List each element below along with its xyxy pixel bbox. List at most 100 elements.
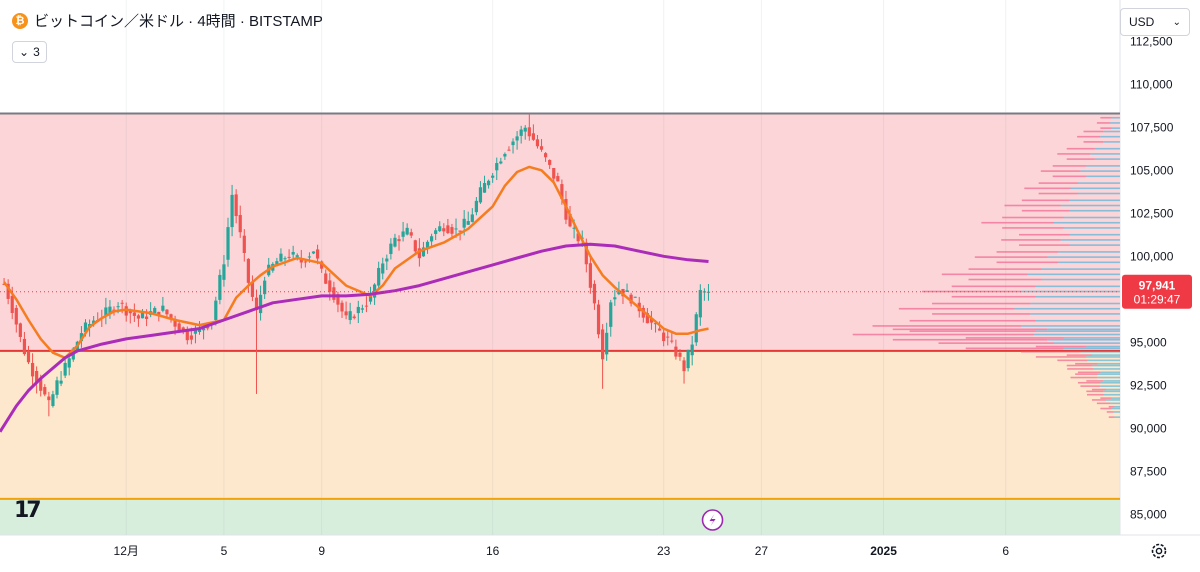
candle-body-80 <box>328 280 332 292</box>
candle-body-29 <box>120 302 124 304</box>
candle-body-105 <box>429 236 434 242</box>
volume-profile-sell-12-0 <box>909 319 1036 322</box>
y-tick-label-9: 107,500 <box>1130 120 1174 134</box>
candle-body-99 <box>405 227 409 235</box>
candle-body-10 <box>43 387 47 395</box>
volume-profile-sell-4-2 <box>1038 192 1078 195</box>
volume-profile-sell-3-1 <box>1040 170 1081 172</box>
candle-body-102 <box>417 248 421 259</box>
volume-profile-buy-2-1 <box>1090 153 1120 155</box>
volume-profile-sell-8-1 <box>974 256 1048 258</box>
candle-body-162 <box>662 332 666 342</box>
volume-profile-sell-13-2 <box>892 338 1048 341</box>
volume-profile-buy-20-0 <box>1105 388 1120 391</box>
currency-select[interactable]: USD ⌄ <box>1120 8 1190 36</box>
volume-profile-sell-9-0 <box>968 268 1042 270</box>
volume-profile-sell-7-2 <box>1019 244 1070 246</box>
last-price-label: 97,941 <box>1139 279 1176 293</box>
volume-profile-sell-8-2 <box>996 261 1059 264</box>
candle-body-125 <box>511 141 515 146</box>
candle-body-82 <box>336 294 340 305</box>
volume-profile-sell-0-1 <box>1096 122 1111 124</box>
candle-body-38 <box>157 311 161 316</box>
volume-profile-sell-5-1 <box>1004 204 1061 207</box>
volume-profile-sell-20-2 <box>1091 399 1106 401</box>
volume-profile-sell-11-1 <box>898 307 1015 310</box>
volume-profile-buy-10-2 <box>1035 295 1120 298</box>
x-tick-label-5: 27 <box>755 544 769 558</box>
tradingview-logo-icon: 17 <box>14 498 42 523</box>
volume-profile-sell-2-2 <box>1066 158 1095 160</box>
volume-profile-buy-20-2 <box>1105 399 1120 401</box>
candle-body-170 <box>694 314 698 343</box>
candle-body-15 <box>63 362 67 376</box>
candle-body-126 <box>515 136 519 141</box>
candle-body-74 <box>303 261 307 263</box>
candle-body-171 <box>698 289 702 318</box>
volume-profile-buy-8-2 <box>1058 261 1120 264</box>
candle-body-147 <box>601 329 605 360</box>
candle-body-25 <box>104 307 108 316</box>
candle-body-100 <box>409 232 413 236</box>
candle-body-85 <box>348 311 352 320</box>
candle-body-16 <box>67 358 71 368</box>
candle-body-84 <box>344 311 348 316</box>
y-tick-label-2: 90,000 <box>1130 421 1167 435</box>
candle-body-75 <box>307 256 312 258</box>
candle-body-86 <box>352 316 356 319</box>
volume-profile-buy-2-0 <box>1094 147 1120 150</box>
candle-body-42 <box>173 318 177 327</box>
volume-profile-sell-12-1 <box>872 325 1021 327</box>
candle-body-50 <box>206 326 210 329</box>
volume-profile-sell-7-0 <box>1019 233 1070 236</box>
candle-body-64 <box>263 280 267 295</box>
candle-body-129 <box>527 127 531 137</box>
volume-profile-buy-14-0 <box>1063 337 1120 339</box>
candle-body-68 <box>279 253 283 262</box>
chevron-down-icon: ⌄ <box>1172 16 1181 28</box>
indicators-toggle-button[interactable]: ⌄ 3 <box>12 41 47 63</box>
settings-gear-icon[interactable] <box>1150 542 1168 560</box>
symbol-title: ビットコイン／米ドル · 4時間 · BITSTAMP <box>34 13 323 30</box>
volume-profile-buy-5-0 <box>1069 199 1120 202</box>
volume-profile-sell-19-1 <box>1080 385 1101 387</box>
candle-body-116 <box>474 200 478 213</box>
candle-body-79 <box>324 273 328 284</box>
candle-body-58 <box>238 215 242 233</box>
volume-profile-sell-15-2 <box>1035 356 1087 358</box>
candle-body-22 <box>92 320 96 324</box>
candle-body-141 <box>576 233 580 242</box>
volume-profile-sell-16-2 <box>1066 364 1092 367</box>
volume-profile-sell-18-1 <box>1070 376 1097 379</box>
candle-body-168 <box>686 349 690 369</box>
y-tick-label-7: 102,500 <box>1130 206 1174 220</box>
candle-body-153 <box>625 290 629 292</box>
candle-body-11 <box>47 396 51 401</box>
volume-profile-buy-1-2 <box>1103 141 1120 143</box>
candle-body-63 <box>258 294 263 314</box>
volume-profile-buy-4-1 <box>1070 187 1120 190</box>
candle-body-167 <box>682 360 686 372</box>
volume-profile-sell-2-0 <box>1066 147 1095 150</box>
volume-profile-sell-16-1 <box>1057 359 1087 362</box>
candle-body-2 <box>10 295 14 314</box>
candle-body-35 <box>144 316 149 319</box>
volume-profile-buy-18-1 <box>1096 376 1120 379</box>
volume-profile-buy-1-0 <box>1103 130 1120 133</box>
candle-body-5 <box>22 338 27 355</box>
zone-0 <box>0 113 1120 351</box>
volume-profile-buy-6-1 <box>1054 221 1120 224</box>
candle-body-83 <box>340 302 344 312</box>
candle-body-61 <box>250 282 255 297</box>
candle-body-60 <box>246 258 250 283</box>
x-tick-label-4: 23 <box>657 544 671 558</box>
candle-body-34 <box>140 311 145 319</box>
candle-body-149 <box>609 302 613 327</box>
volume-profile-buy-19-2 <box>1103 390 1120 393</box>
candle-body-4 <box>18 323 22 337</box>
volume-profile-sell-22-2 <box>1108 416 1115 418</box>
volume-profile-sell-19-2 <box>1086 390 1104 393</box>
volume-profile-sell-6-1 <box>981 221 1054 224</box>
volume-profile-buy-6-2 <box>1063 227 1120 229</box>
